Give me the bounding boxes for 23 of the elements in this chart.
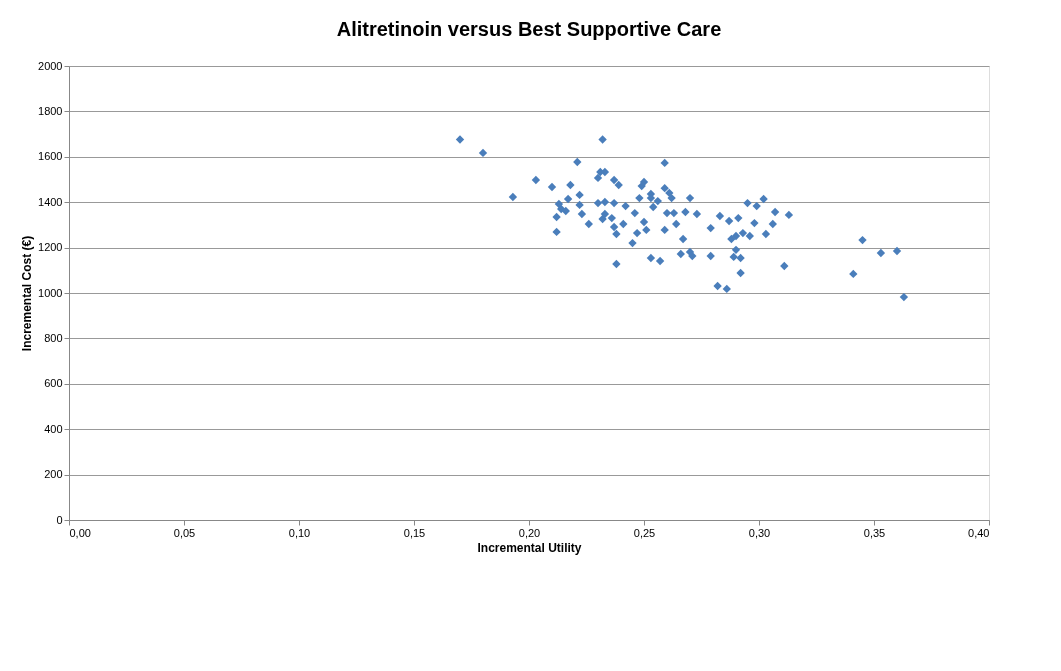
- y-tick-label: 2000: [38, 59, 63, 72]
- chart-title: Alitretinoin versus Best Supportive Care: [336, 18, 722, 40]
- x-tick-label: 0,35: [863, 526, 886, 539]
- y-tick-label: 600: [44, 377, 63, 390]
- x-tick-label: 0,25: [633, 526, 656, 539]
- y-tick-label: 800: [44, 331, 63, 344]
- y-tick-label: 1400: [38, 195, 63, 208]
- y-tick-label: 1200: [38, 241, 63, 254]
- x-tick-label: 0,05: [173, 526, 196, 539]
- y-axis-title: Incremental Cost (€): [20, 235, 35, 352]
- x-tick-label: 0,00: [69, 526, 91, 539]
- x-tick-label: 0,40: [968, 526, 990, 539]
- y-tick-label: 400: [44, 422, 63, 435]
- y-tick-label: 1000: [38, 286, 63, 299]
- x-tick-label: 0,20: [518, 526, 541, 539]
- y-tick-label: 1800: [38, 104, 63, 117]
- y-tick-label: 200: [44, 468, 63, 481]
- x-tick-label: 0,15: [403, 526, 426, 539]
- x-axis-title: Incremental Utility: [477, 540, 582, 555]
- y-tick-label: 1600: [38, 150, 63, 163]
- x-tick-label: 0,30: [748, 526, 771, 539]
- x-tick-label: 0,10: [288, 526, 311, 539]
- y-tick-label: 0: [56, 513, 63, 526]
